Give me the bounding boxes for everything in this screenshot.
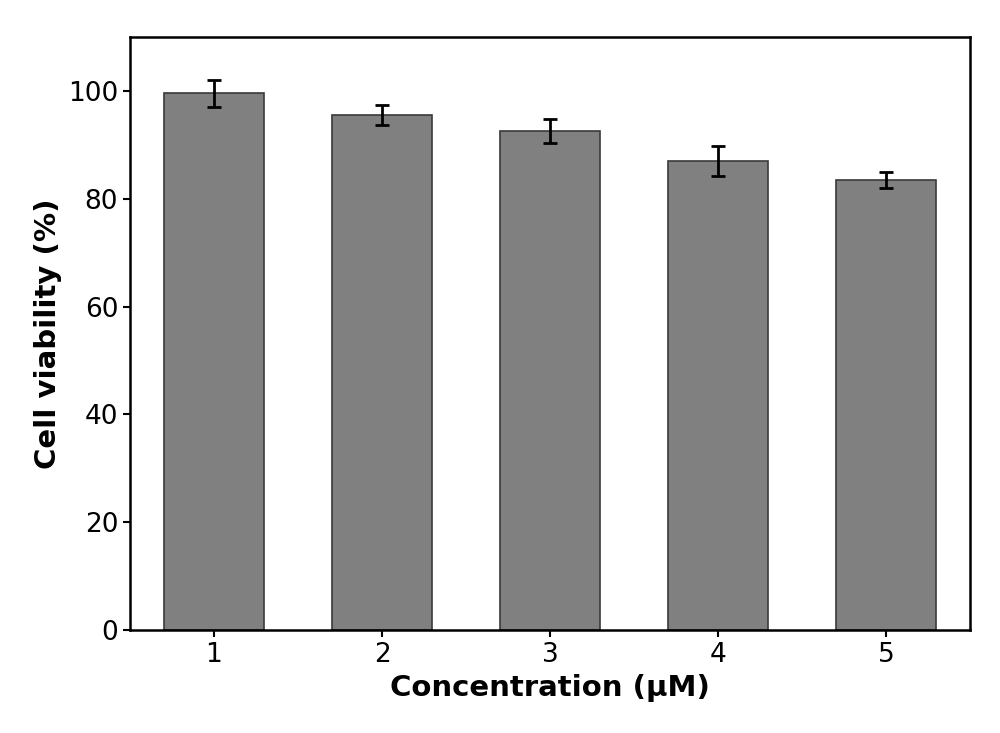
- Bar: [836, 180, 936, 630]
- X-axis label: Concentration (μM): Concentration (μM): [390, 674, 710, 701]
- Y-axis label: Cell viability (%): Cell viability (%): [34, 198, 62, 469]
- Bar: [668, 161, 768, 630]
- Bar: [332, 115, 432, 630]
- Bar: [164, 93, 264, 630]
- Bar: [500, 131, 600, 630]
